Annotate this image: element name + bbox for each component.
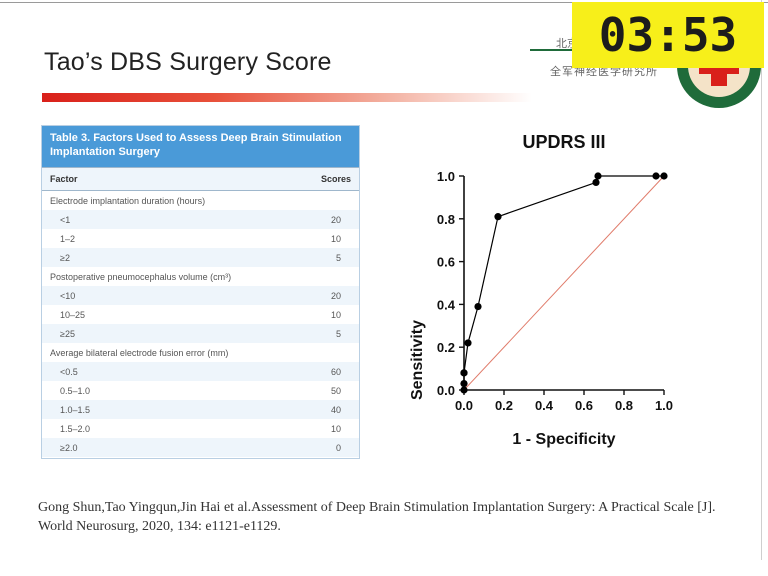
row-factor: 1.5–2.0 [60,424,91,434]
row-score: 60 [330,367,341,377]
x-tick-label: 0.6 [575,398,593,413]
table-header-row: Factor Scores [42,167,359,191]
x-tick-label: 0.8 [615,398,633,413]
roc-data-point [460,386,468,394]
row-factor: ≥2.0 [60,443,78,453]
row-factor: <0.5 [60,367,78,377]
y-tick-label: 0.2 [437,340,455,355]
row-score: 5 [335,253,341,263]
table-row: ≥2.0 0 [42,438,359,457]
row-score: 10 [330,424,341,434]
x-tick-label: 0.4 [535,398,554,413]
roc-chart: UPDRS III 0.0 0.2 0.4 0.6 0.8 1.0 0.0 0.2 0.4 0.6… [409,132,673,448]
y-tick-label: 0.4 [437,297,456,312]
table-row: ≥25 5 [42,324,359,343]
y-tick-label: 1.0 [437,169,455,184]
row-factor: ≥2 [60,253,70,263]
citation-line-1: Gong Shun,Tao Yingqun,Jin Hai et al.Asse… [38,500,716,515]
citation-line-2: World Neurosurg, 2020, 134: e1121-e1129. [38,519,281,534]
column-header-scores: Scores [320,174,351,184]
row-factor: 1.0–1.5 [60,405,91,415]
row-factor: 1–2 [60,234,76,244]
row-score: 10 [330,234,341,244]
table-caption: Table 3. Factors Used to Assess Deep Bra… [42,126,359,167]
y-tick-label: 0.8 [437,212,455,227]
roc-data-point [494,213,502,221]
row-score: 0 [335,443,341,453]
table-row: 10–25 10 [42,305,359,324]
slide-top-border [0,2,768,3]
row-factor: ≥25 [60,329,75,339]
countdown-timer: 03:53 [572,2,764,68]
row-factor: <10 [60,291,76,301]
table-body: Electrode implantation duration (hours) <… [42,191,359,457]
slide-right-border [761,0,762,560]
row-score: 10 [330,310,341,320]
row-score: 40 [330,405,341,415]
roc-data-point [460,379,468,388]
citation: Gong Shun,Tao Yingqun,Jin Hai et al.Asse… [38,498,768,536]
title-underline-bar [42,93,532,102]
x-tick-label: 1.0 [655,398,673,413]
roc-data-point [652,172,660,180]
table-row: 1–2 10 [42,229,359,248]
y-axis-label: Sensitivity [409,320,426,400]
roc-data-point [592,178,600,187]
roc-data-point [460,369,468,377]
table-row: ≥2 5 [42,248,359,267]
row-factor: 0.5–1.0 [60,386,91,396]
row-score: 5 [335,329,341,339]
row-factor: 10–25 [60,310,86,320]
table-row: 0.5–1.0 50 [42,381,359,400]
table-row: 1.0–1.5 40 [42,400,359,419]
roc-data-point [474,302,482,311]
slide-title: Tao’s DBS Surgery Score [44,48,332,76]
reference-line [463,175,665,391]
table-row: Electrode implantation duration (hours) [42,191,359,210]
column-header-factor: Factor [50,174,78,184]
x-tick-label: 0.0 [455,398,473,413]
chart-title: UPDRS III [522,132,605,152]
roc-curve-line [463,175,664,390]
row-factor: <1 [60,215,71,225]
table-row: Postoperative pneumocephalus volume (cm³… [42,267,359,286]
row-factor: Postoperative pneumocephalus volume (cm³… [50,272,232,282]
row-factor: Average bilateral electrode fusion error… [50,348,229,358]
y-tick-label: 0.6 [437,255,455,270]
row-score: 50 [330,386,341,396]
row-score: 20 [330,215,341,225]
row-factor: Electrode implantation duration (hours) [50,196,206,206]
chart-plot-area: 0.0 0.2 0.4 0.6 0.8 1.0 0.0 0.2 0.4 0.6 0.8 1.0 [437,169,673,413]
x-tick-label: 0.2 [495,398,513,413]
row-score: 20 [330,291,341,301]
y-tick-label: 0.0 [437,383,455,398]
roc-data-point [660,172,668,180]
table-row: 1.5–2.0 10 [42,419,359,438]
x-axis-label: 1 - Specificity [512,431,615,448]
table-row: Average bilateral electrode fusion error… [42,343,359,362]
table-row: <10 20 [42,286,359,305]
institute-name: 全军神经医学研究所 [550,65,658,78]
roc-data-point [464,339,472,347]
roc-data-point [594,172,602,180]
table-row: <1 20 [42,210,359,229]
table-row: <0.5 60 [42,362,359,381]
factors-table: Table 3. Factors Used to Assess Deep Bra… [41,125,360,459]
